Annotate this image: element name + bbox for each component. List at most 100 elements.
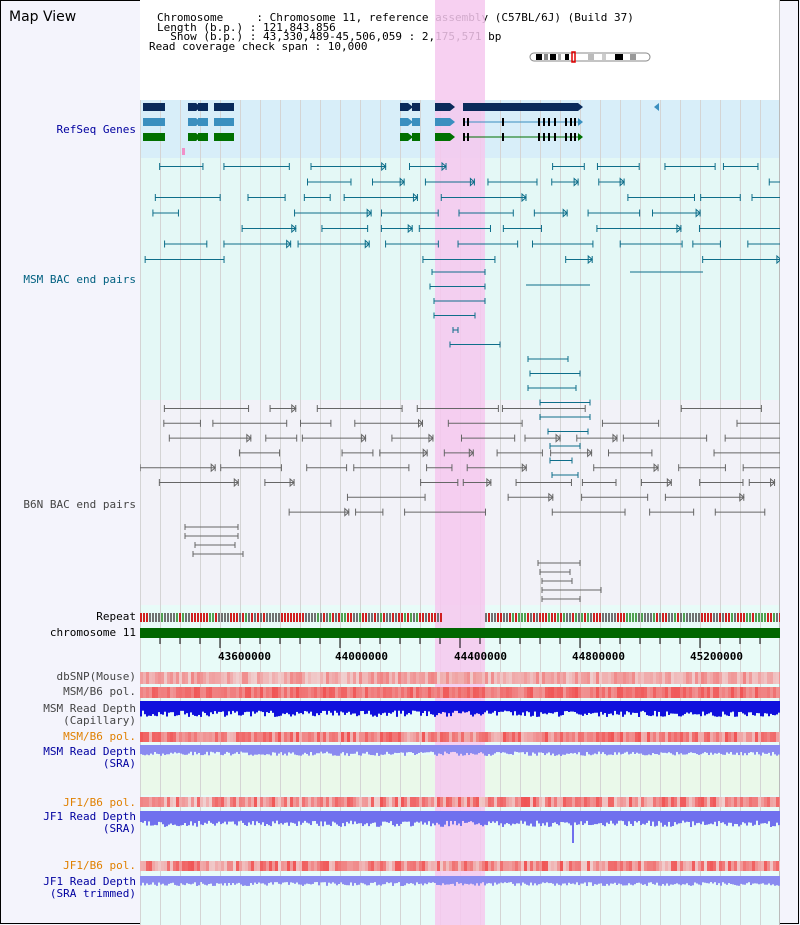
track-label-repeat[interactable]: Repeat (96, 610, 136, 623)
read-depth-bar (622, 811, 624, 822)
track-label-dbsnp[interactable]: dbSNP(Mouse) (56, 670, 136, 683)
polymorphism-bin (413, 797, 416, 807)
polymorphism-bin (581, 861, 584, 871)
bac-end-arrow (695, 208, 701, 218)
polymorphism-bin (284, 797, 287, 807)
polymorphism-bin (371, 797, 374, 807)
polymorphism-bin (143, 797, 146, 807)
polymorphism-bin (764, 672, 767, 684)
read-depth-bar (150, 876, 152, 885)
polymorphism-bin (605, 732, 608, 742)
read-depth-bar (616, 701, 618, 715)
bac-end-arrow (246, 433, 252, 443)
track-label-msm-bac[interactable]: MSM BAC end pairs (23, 273, 136, 286)
polymorphism-bin (491, 732, 494, 742)
read-depth-bar (554, 811, 556, 823)
track-label-jf1-b6-pol-2[interactable]: JF1/B6 pol. (63, 859, 136, 872)
read-depth-bar (628, 701, 630, 713)
polymorphism-bin (509, 732, 512, 742)
read-depth-bar (754, 811, 756, 825)
polymorphism-bin (263, 687, 266, 698)
polymorphism-bin (398, 797, 401, 807)
polymorphism-bin (341, 687, 344, 698)
chromosome-ideogram[interactable] (529, 51, 651, 63)
polymorphism-bin (707, 672, 710, 684)
repeat-feature (557, 613, 559, 622)
read-depth-bar (376, 811, 378, 827)
polymorphism-bin (689, 672, 692, 684)
read-depth-bar (372, 701, 374, 717)
polymorphism-bin (599, 687, 602, 698)
polymorphism-bin (377, 732, 380, 742)
read-depth-bar (238, 811, 240, 822)
polymorphism-bin (689, 797, 692, 807)
read-depth-bar (362, 745, 364, 754)
read-depth-bar (768, 876, 770, 884)
read-depth-bar (172, 701, 174, 713)
track-label-jf1-b6-pol[interactable]: JF1/B6 pol. (63, 796, 136, 809)
polymorphism-bin (374, 797, 377, 807)
read-depth-bar (540, 876, 542, 884)
polymorphism-bin (434, 672, 437, 684)
repeat-feature (569, 613, 571, 622)
polymorphism-bin (407, 687, 410, 698)
axis-tick-label: 43600000 (218, 650, 271, 663)
read-depth-bar (754, 745, 756, 755)
read-depth-bar (640, 876, 642, 884)
polymorphism-bin (584, 797, 587, 807)
polymorphism-bin (731, 732, 734, 742)
read-depth-bar (642, 701, 644, 711)
polymorphism-bin (302, 861, 305, 871)
read-depth-bar (464, 745, 466, 756)
read-depth-bar (266, 745, 268, 755)
polymorphism-bin (287, 797, 290, 807)
polymorphism-bin (215, 732, 218, 742)
read-depth-bar (318, 876, 320, 886)
polymorphism-bin (716, 732, 719, 742)
read-depth-bar (446, 701, 448, 717)
read-depth-bar (568, 745, 570, 754)
read-depth-bar (196, 811, 198, 827)
read-depth-bar (738, 701, 740, 713)
polymorphism-bin (659, 672, 662, 684)
polymorphism-bin (575, 672, 578, 684)
track-label-chromosome[interactable]: chromosome 11 (49, 626, 136, 639)
polymorphism-bin (425, 687, 428, 698)
track-label-jf1-depth-trimmed[interactable]: JF1 Read Depth (SRA trimmed) (43, 875, 136, 900)
polymorphism-bin (740, 797, 743, 807)
genome-browser-plot[interactable] (140, 0, 780, 925)
track-label-jf1-depth-sra[interactable]: JF1 Read Depth (SRA) (43, 810, 136, 835)
read-depth-bar (398, 701, 400, 711)
track-label-msm-depth-sra[interactable]: MSM Read Depth (SRA) (43, 745, 136, 770)
repeat-feature (392, 613, 394, 622)
read-depth-bar (296, 701, 298, 712)
track-label-b6n-bac[interactable]: B6N BAC end pairs (23, 498, 136, 511)
polymorphism-bin (506, 861, 509, 871)
read-depth-bar (158, 745, 160, 755)
polymorphism-bin (305, 672, 308, 684)
polymorphism-bin (434, 797, 437, 807)
track-label-msm-b6-pol[interactable]: MSM/B6 pol. (63, 685, 136, 698)
polymorphism-bin (278, 672, 281, 684)
read-depth-bar (698, 876, 700, 885)
read-depth-bar (430, 876, 432, 883)
read-depth-bar (748, 811, 750, 823)
read-depth-bar (660, 745, 662, 753)
read-depth-bar (630, 745, 632, 754)
polymorphism-bin (377, 861, 380, 871)
read-depth-bar (356, 701, 358, 717)
polymorphism-bin (287, 732, 290, 742)
read-depth-bar (648, 701, 650, 716)
track-label-msm-b6-pol-2[interactable]: MSM/B6 pol. (63, 730, 136, 743)
read-depth-bar (314, 811, 316, 821)
polymorphism-bin (692, 672, 695, 684)
polymorphism-bin (581, 797, 584, 807)
gene-exon-mark (463, 133, 465, 141)
read-depth-bar (210, 876, 212, 884)
track-label-refseq[interactable]: RefSeq Genes (56, 123, 136, 136)
track-label-msm-depth-capillary[interactable]: MSM Read Depth (Capillary) (43, 702, 136, 727)
polymorphism-bin (473, 861, 476, 871)
read-depth-bar (446, 811, 448, 821)
polymorphism-bin (437, 672, 440, 684)
read-depth-bar (758, 701, 760, 714)
